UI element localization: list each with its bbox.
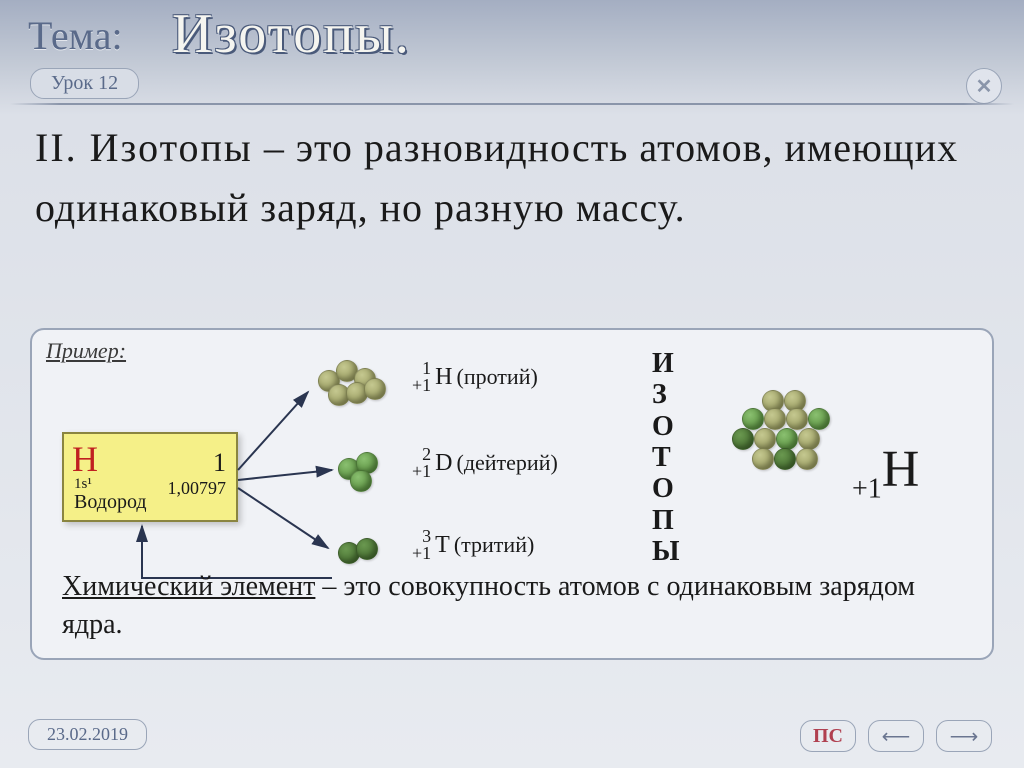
definition-text: II. Изотопы – это разновидность атомов, … [35, 118, 989, 238]
prev-button[interactable]: ⟵ [868, 720, 924, 752]
isotope-row-protium: 1+1 H (протий) [412, 360, 538, 394]
chem-def-term: Химический элемент [62, 571, 315, 602]
vertical-isotopes-label: ИЗОТОПЫ [652, 348, 682, 568]
big-notation-charge: +1 [852, 473, 882, 504]
close-button[interactable]: ✕ [966, 68, 1002, 104]
topic-label: Тема: [28, 12, 123, 59]
isotope-charge: +1 [412, 545, 431, 562]
isotope-row-deuterium: 2+1 D (дейтерий) [412, 446, 558, 480]
isotope-name: (тритий) [454, 532, 534, 558]
next-button[interactable]: ⟶ [936, 720, 992, 752]
isotope-symbol: T [435, 532, 450, 559]
close-icon: ✕ [976, 74, 993, 99]
isotope-charge: +1 [412, 463, 431, 480]
big-notation-symbol: H [882, 441, 920, 498]
date-badge: 23.02.2019 [28, 719, 147, 750]
isotope-name: (протий) [457, 364, 538, 390]
example-panel: Пример: H 1 1s¹ 1,00797 Водород [30, 328, 994, 660]
topic-title: Изотопы. [172, 2, 411, 66]
lesson-badge: Урок 12 [30, 68, 139, 99]
isotope-symbol: D [435, 450, 452, 477]
isotope-charge: +1 [412, 377, 431, 394]
arrow-right-icon: ⟶ [950, 724, 979, 749]
ps-button[interactable]: ПС [800, 720, 856, 752]
definition-lead: II. Изотопы [35, 125, 253, 170]
chemical-element-definition: Химический элемент – это совокупность ат… [62, 568, 962, 644]
big-element-notation: +1H [852, 440, 919, 505]
isotope-name: (дейтерий) [457, 450, 558, 476]
arrow-left-icon: ⟵ [882, 724, 911, 749]
isotope-row-tritium: 3+1 T (тритий) [412, 528, 534, 562]
header-divider [10, 103, 1014, 105]
isotope-symbol: H [435, 364, 452, 391]
